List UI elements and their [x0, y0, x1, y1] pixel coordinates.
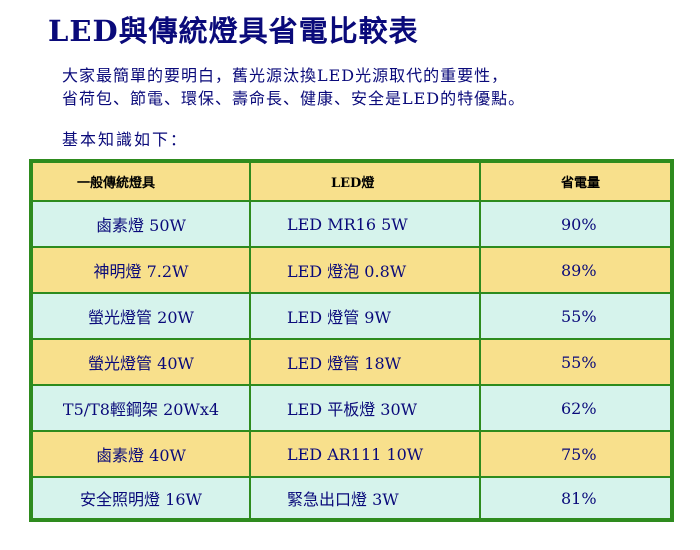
header-saving: 省電量 [480, 162, 671, 201]
basics-label: 基本知識如下： [62, 130, 189, 149]
cell-led: LED 燈泡 0.8W [250, 247, 480, 293]
table-row: 鹵素燈 50W LED MR16 5W 90% [32, 201, 671, 247]
cell-traditional: 安全照明燈 16W [32, 477, 250, 519]
table-header-row: 一般傳統燈具 LED燈 省電量 [32, 162, 671, 201]
header-led: LED燈 [250, 162, 480, 201]
cell-saving: 75% [480, 431, 671, 477]
cell-saving: 81% [480, 477, 671, 519]
table-row: 安全照明燈 16W 緊急出口燈 3W 81% [32, 477, 671, 519]
page-title: LED與傳統燈具省電比較表 [48, 14, 419, 48]
cell-saving: 90% [480, 201, 671, 247]
table-row: 螢光燈管 40W LED 燈管 18W 55% [32, 339, 671, 385]
comparison-table: 一般傳統燈具 LED燈 省電量 鹵素燈 50W LED MR16 5W 90% … [29, 159, 674, 522]
cell-led: LED AR111 10W [250, 431, 480, 477]
intro-paragraph: 大家最簡單的要明白，舊光源汰換LED光源取代的重要性， 省荷包、節電、環保、壽命… [62, 64, 525, 110]
intro-line-2: 省荷包、節電、環保、壽命長、健康、安全是LED的特優點。 [62, 89, 526, 108]
table-row: 螢光燈管 20W LED 燈管 9W 55% [32, 293, 671, 339]
table-row: 鹵素燈 40W LED AR111 10W 75% [32, 431, 671, 477]
table-row: T5/T8輕鋼架 20Wx4 LED 平板燈 30W 62% [32, 385, 671, 431]
cell-traditional: 神明燈 7.2W [32, 247, 250, 293]
intro-line-1: 大家最簡單的要明白，舊光源汰換LED光源取代的重要性， [62, 66, 509, 85]
cell-traditional: 鹵素燈 50W [32, 201, 250, 247]
cell-led: 緊急出口燈 3W [250, 477, 480, 519]
cell-traditional: T5/T8輕鋼架 20Wx4 [32, 385, 250, 431]
cell-led: LED MR16 5W [250, 201, 480, 247]
cell-traditional: 螢光燈管 20W [32, 293, 250, 339]
cell-led: LED 燈管 9W [250, 293, 480, 339]
cell-saving: 55% [480, 293, 671, 339]
cell-led: LED 平板燈 30W [250, 385, 480, 431]
cell-saving: 62% [480, 385, 671, 431]
table-row: 神明燈 7.2W LED 燈泡 0.8W 89% [32, 247, 671, 293]
header-traditional: 一般傳統燈具 [32, 162, 250, 201]
cell-saving: 55% [480, 339, 671, 385]
cell-traditional: 螢光燈管 40W [32, 339, 250, 385]
cell-traditional: 鹵素燈 40W [32, 431, 250, 477]
cell-saving: 89% [480, 247, 671, 293]
cell-led: LED 燈管 18W [250, 339, 480, 385]
